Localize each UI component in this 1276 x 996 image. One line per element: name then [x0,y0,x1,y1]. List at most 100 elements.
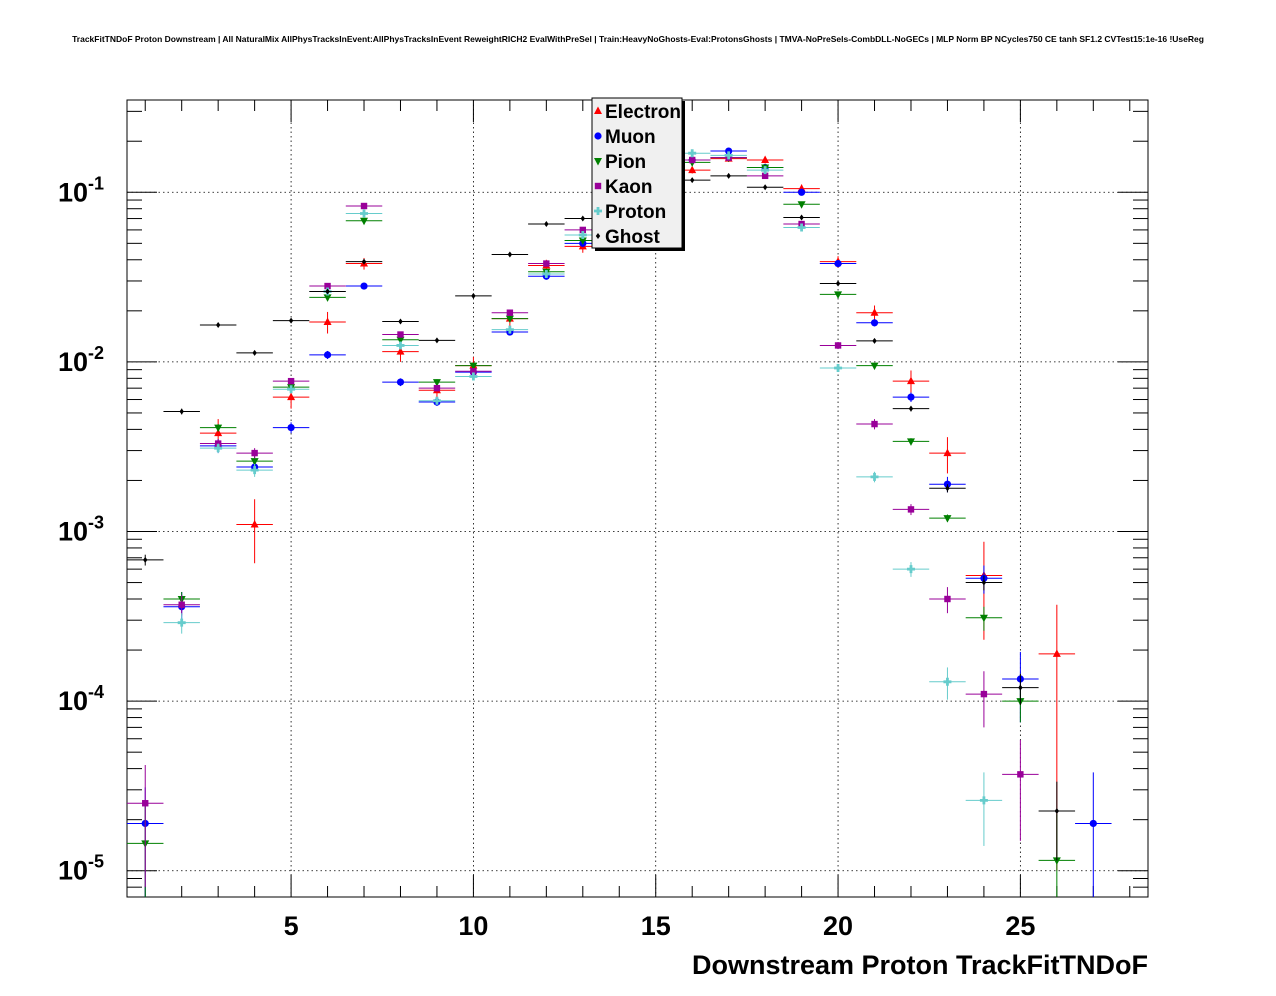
data-point-group [856,319,893,327]
legend-item-kaon: Kaon [594,177,653,198]
data-point-group [418,337,456,344]
data-point [215,322,221,329]
data-point [726,172,731,179]
data-point [906,565,915,574]
data-point-group [309,311,346,334]
y-tick-base: 10 [58,517,88,547]
data-point-group [163,613,200,634]
series-ghost [127,172,1076,861]
data-point-group [856,362,893,371]
data-point-group [746,166,784,175]
data-point-group [892,562,930,577]
x-tick-label: 20 [823,911,853,941]
data-point [323,294,332,302]
data-point [870,319,879,327]
data-point-group [892,370,930,394]
legend-label: Electron [605,102,681,123]
data-point-group [710,172,747,179]
data-point-group [856,337,893,344]
data-point-group [528,269,565,278]
data-point-group [856,419,893,430]
data-point [724,151,733,160]
y-tick-exponent: -2 [88,343,104,363]
data-point [250,458,259,466]
data-point [323,317,332,325]
data-point [396,336,405,345]
legend-label: Kaon [605,177,653,198]
data-point [287,423,295,432]
legend-label: Muon [605,127,656,148]
data-point-group [309,282,346,290]
data-point [325,288,330,295]
data-point [872,337,877,344]
data-point [870,362,879,371]
data-point [906,376,915,385]
x-tick-label: 5 [284,911,299,941]
y-tick-label: 10-1 [58,173,104,207]
data-point-group [819,280,857,287]
y-tick-base: 10 [58,177,88,207]
data-point-group [819,342,857,350]
data-point-group [199,443,237,454]
legend-item-proton: Proton [594,202,666,223]
legend-label: Proton [605,202,666,223]
y-tick-exponent: -3 [88,513,104,533]
data-point [433,384,441,392]
data-point-group [892,438,930,446]
data-point-group [710,151,747,160]
data-point [834,291,843,299]
data-point [870,308,879,316]
data-point [688,149,697,158]
x-tick-label: 15 [641,911,671,941]
data-point [252,349,257,356]
data-point-group [965,606,1003,631]
data-point-group [127,554,164,566]
data-point [980,690,988,698]
data-layer [127,147,1112,897]
data-point [834,364,843,373]
data-point-group [236,499,273,564]
data-point-group [1002,673,1039,705]
data-point [761,172,769,180]
data-point [470,368,477,375]
y-tick-base: 10 [58,347,88,377]
data-point [797,201,806,209]
data-point [360,209,369,218]
data-point-group [783,223,820,232]
data-point [834,342,842,349]
data-point [397,331,404,338]
data-point-group [382,341,419,350]
data-point [214,444,223,453]
data-point [288,317,294,324]
legend-item-electron: Electron [594,102,681,123]
data-point-group [418,379,456,387]
y-tick-base: 10 [58,686,88,716]
data-point-group [491,309,529,316]
data-point [1052,649,1061,657]
data-point-group [236,448,273,459]
data-point [179,408,184,415]
data-point-group [856,305,893,321]
legend-item-pion: Pion [594,152,646,173]
data-point [688,165,697,174]
legend-label: Pion [605,152,646,173]
data-point [870,472,879,481]
data-point-group [856,471,893,483]
data-point [323,351,332,359]
data-point [432,379,441,387]
data-point-group [272,422,310,434]
data-point-group [382,331,419,338]
data-point [251,449,258,457]
data-point-group [746,184,784,191]
data-point [979,614,988,623]
data-point-group [892,504,930,516]
data-point [579,226,587,234]
data-point [542,269,551,278]
data-point-group [783,201,820,209]
data-point-group [309,350,346,360]
data-point [250,466,259,475]
data-point-group [819,259,857,268]
data-point-group [418,396,456,405]
data-point-group [528,260,565,267]
